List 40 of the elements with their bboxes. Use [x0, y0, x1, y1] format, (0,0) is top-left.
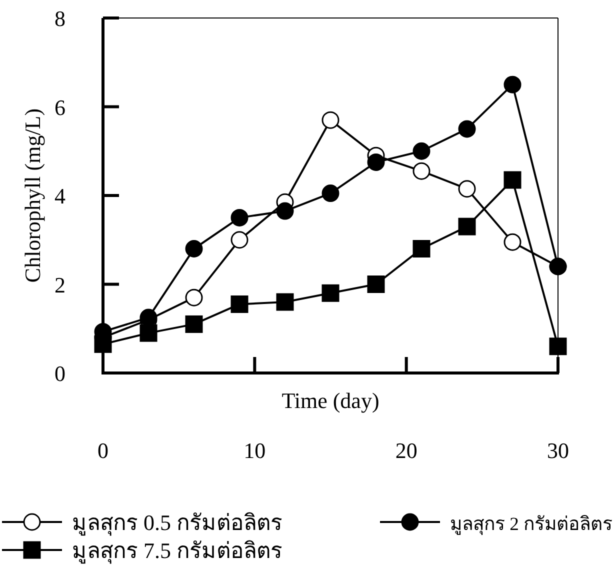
- x-tick-label: 20: [395, 438, 418, 463]
- x-tick-label: 0: [98, 438, 108, 463]
- legend-label: มูลสุกร 0.5 กรัมต่อลิตร: [72, 510, 282, 536]
- point: [412, 240, 430, 258]
- x-axis-title: Time (day): [282, 388, 380, 413]
- point: [367, 276, 385, 293]
- point: [458, 180, 476, 198]
- point: [276, 202, 294, 220]
- x-tick-label: 30: [547, 438, 569, 463]
- point: [322, 284, 340, 302]
- point: [185, 315, 203, 333]
- point: [458, 218, 476, 236]
- point: [504, 76, 522, 94]
- point: [504, 171, 522, 189]
- y-tick-label: 8: [54, 6, 66, 31]
- point: [322, 184, 340, 202]
- point: [230, 231, 248, 249]
- point: [230, 208, 248, 226]
- point: [94, 335, 112, 353]
- point: [230, 295, 248, 313]
- y-tick-label: 4: [54, 184, 66, 208]
- point: [458, 120, 476, 138]
- point: [140, 324, 158, 342]
- point: [367, 153, 385, 171]
- point: [549, 338, 567, 356]
- point: [412, 142, 430, 160]
- point: [185, 240, 203, 258]
- point: [504, 233, 522, 251]
- point: [185, 288, 203, 306]
- x-tick-label: 10: [244, 438, 266, 463]
- point: [412, 162, 430, 180]
- y-tick-label: 2: [54, 272, 66, 298]
- legend-label: มูลสุกร 7.5 กรัมต่อลิตร: [72, 538, 282, 564]
- point: [322, 111, 340, 129]
- point: [276, 293, 294, 311]
- legend-label: มูลสุกร 2 กรัมต่อลิตร: [450, 514, 613, 536]
- y-tick-label: 0: [54, 361, 66, 386]
- y-tick-label: 6: [54, 94, 66, 120]
- y-axis-title: Chlorophyll (mg/L): [20, 108, 45, 283]
- point: [140, 308, 158, 326]
